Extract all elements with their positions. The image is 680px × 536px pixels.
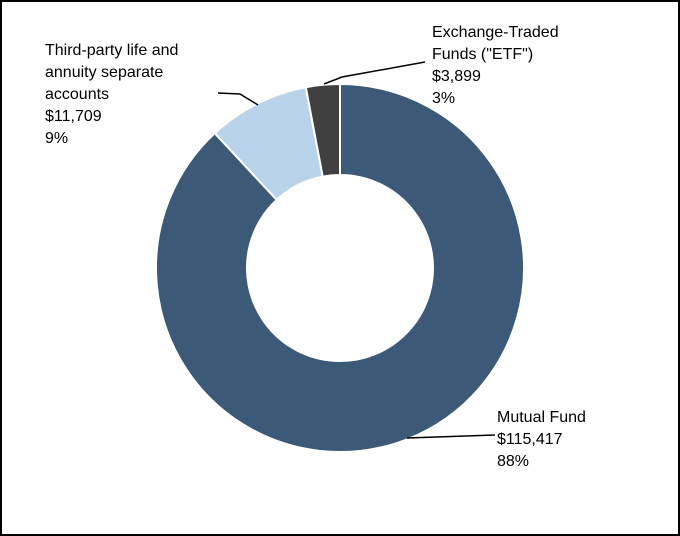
- leader-line-separate-accounts: [217, 92, 259, 106]
- leader-line-mutual-fund: [406, 434, 496, 439]
- label-mutual-fund-value: $115,417: [497, 431, 563, 448]
- label-mutual-fund-percent: 88%: [497, 453, 529, 470]
- label-separate-accounts-name-line1: Third-party life and: [45, 42, 178, 59]
- leader-line-etf: [323, 61, 426, 85]
- label-etf-name-line2: Funds ("ETF"): [432, 46, 533, 63]
- label-etf-value: $3,899: [432, 68, 481, 85]
- slice-etf: [304, 82, 341, 178]
- label-separate-accounts-name-line3: accounts: [45, 86, 109, 103]
- label-etf-name-line1: Exchange-Traded: [432, 24, 559, 41]
- label-separate-accounts-name-line2: annuity separate: [45, 64, 163, 81]
- label-mutual-fund-name: Mutual Fund: [497, 409, 586, 426]
- slice-mutual-fund: [155, 82, 525, 453]
- label-etf-percent: 3%: [432, 90, 455, 107]
- label-separate-accounts-value: $11,709: [45, 108, 102, 125]
- label-separate-accounts-percent: 9%: [45, 130, 68, 147]
